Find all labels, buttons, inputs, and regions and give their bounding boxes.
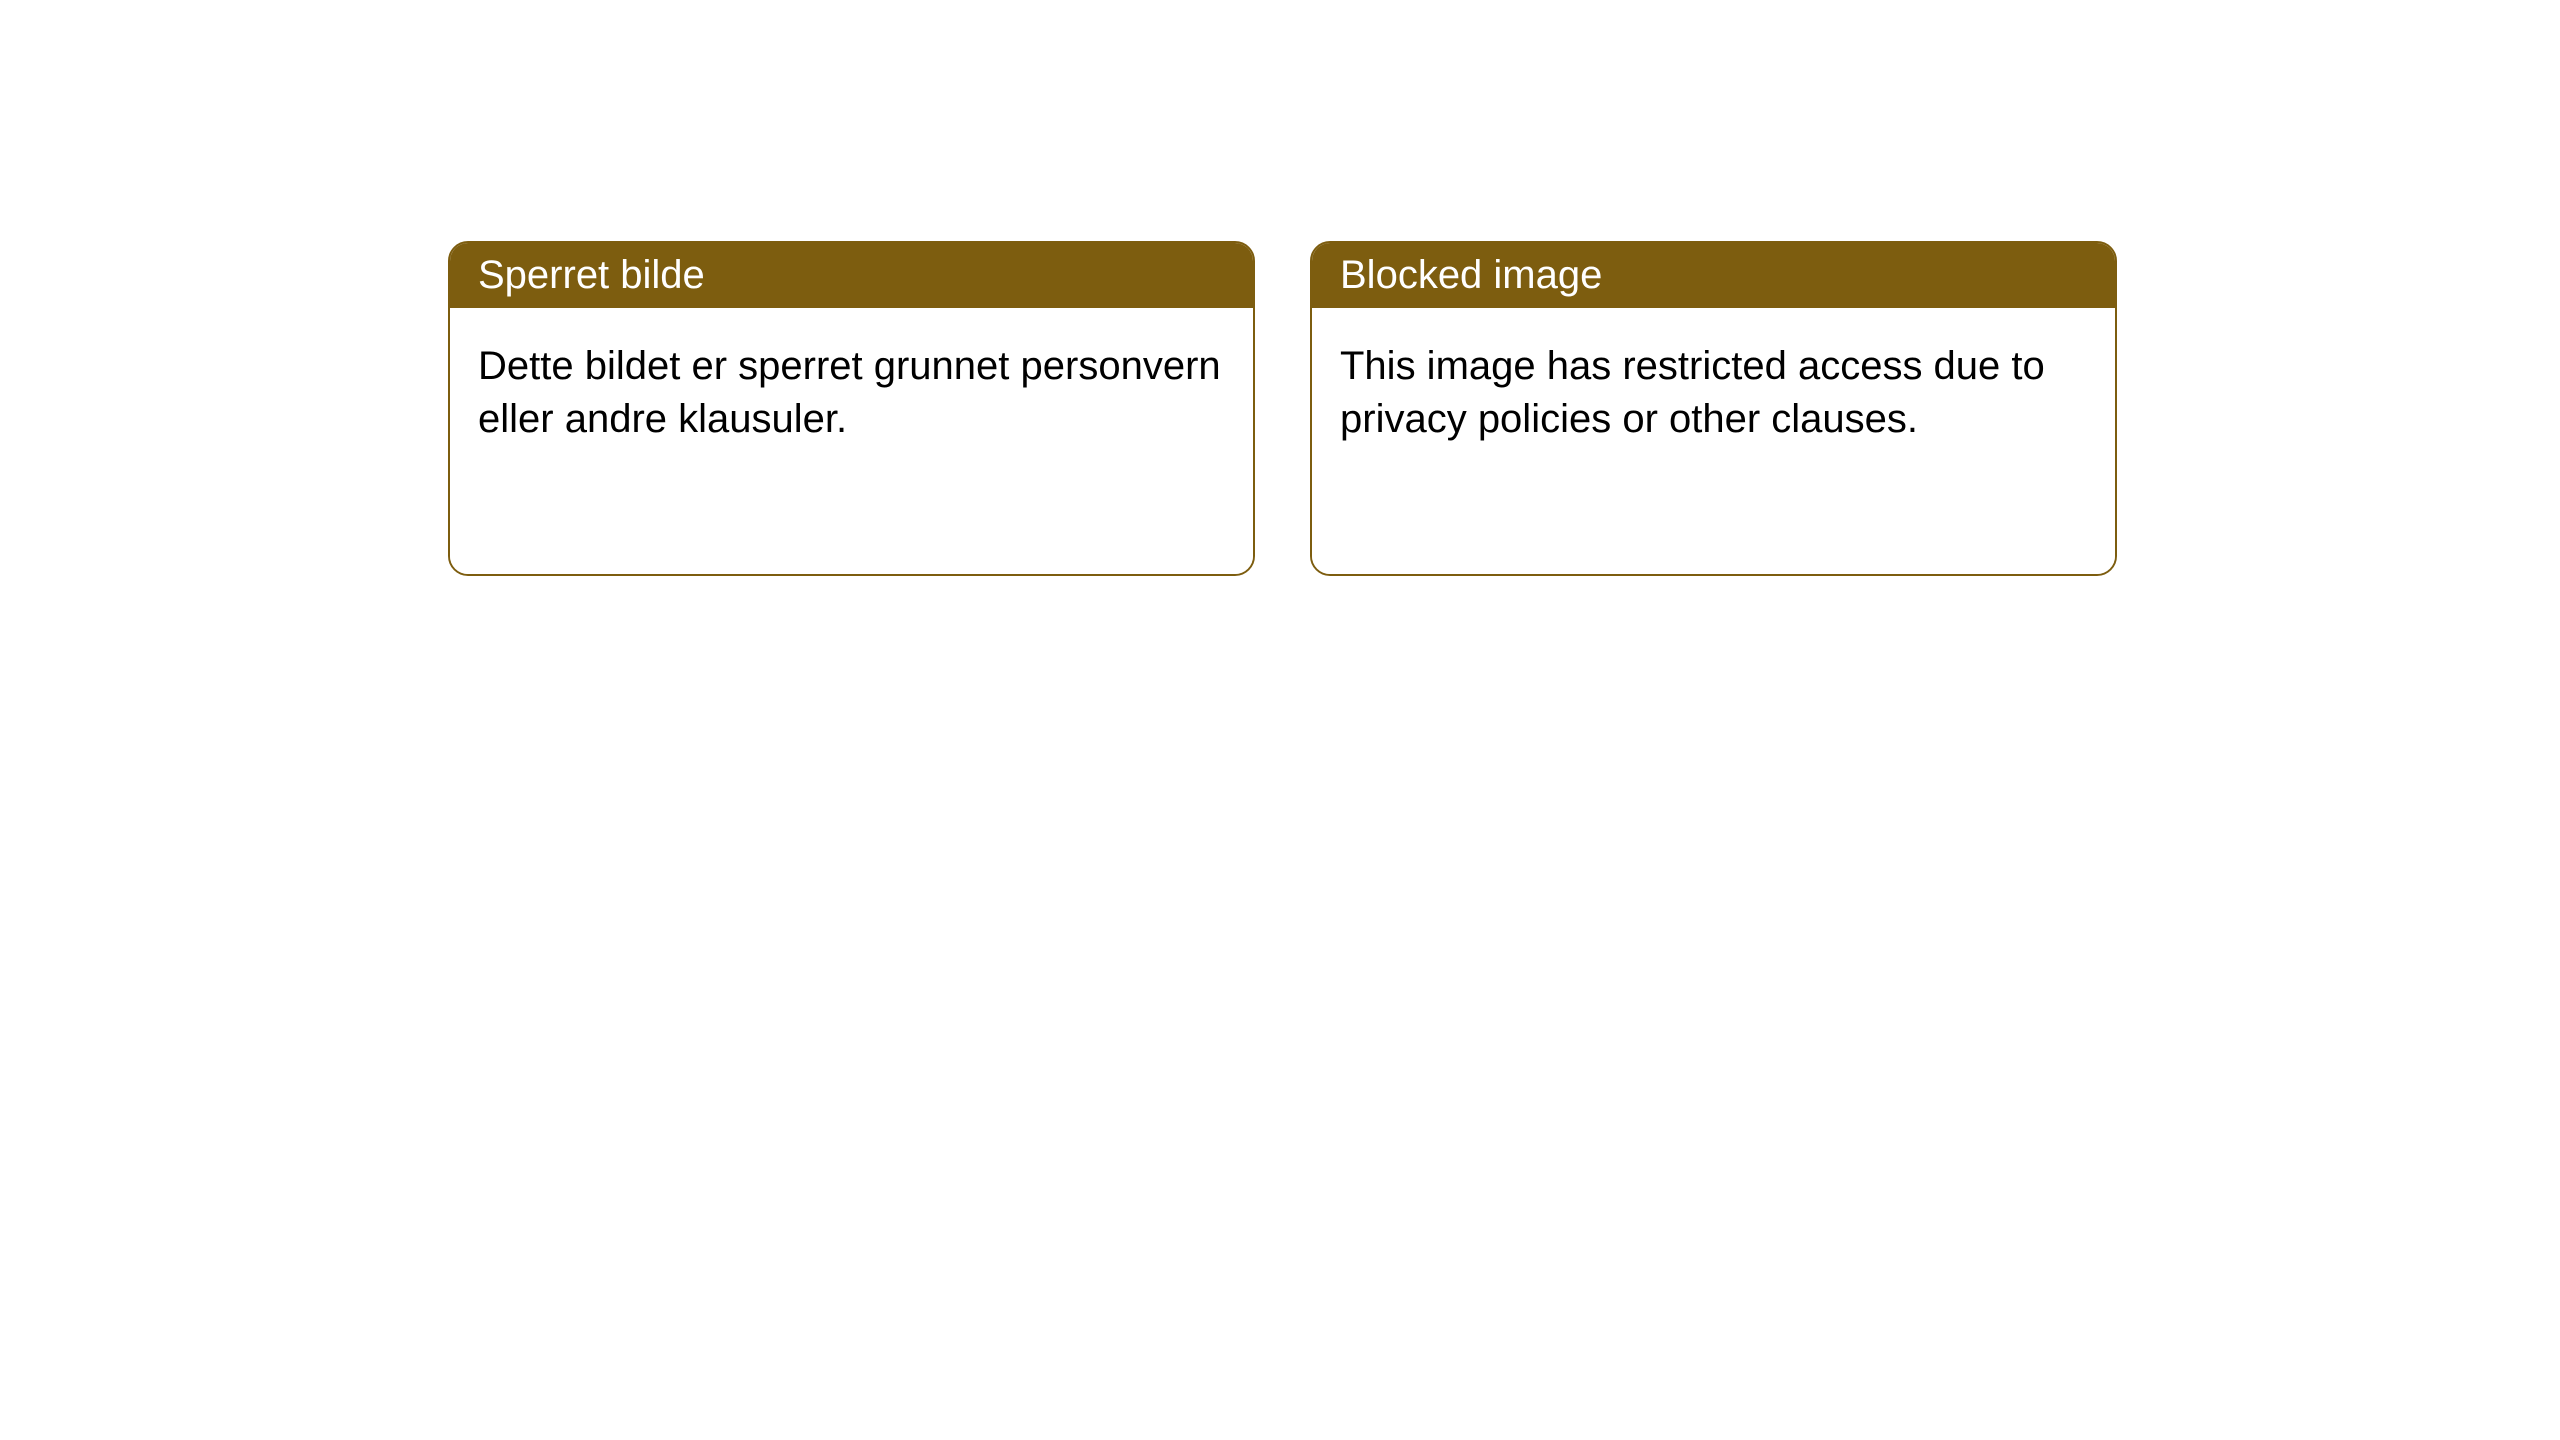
notice-card-english: Blocked image This image has restricted … [1310,241,2117,576]
notice-body-english: This image has restricted access due to … [1312,308,2115,574]
notice-card-norwegian: Sperret bilde Dette bildet er sperret gr… [448,241,1255,576]
notice-header-norwegian: Sperret bilde [450,243,1253,308]
notice-cards-container: Sperret bilde Dette bildet er sperret gr… [448,241,2117,576]
notice-body-norwegian: Dette bildet er sperret grunnet personve… [450,308,1253,574]
notice-header-english: Blocked image [1312,243,2115,308]
